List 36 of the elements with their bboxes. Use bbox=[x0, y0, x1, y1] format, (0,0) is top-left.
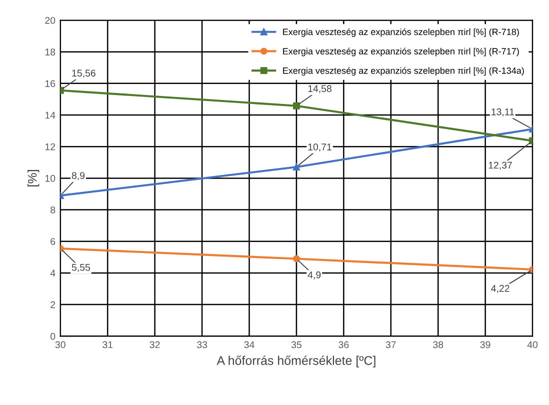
y-tick-label: 18 bbox=[45, 48, 56, 56]
data-label: 5,55 bbox=[72, 264, 90, 272]
x-tick-label: 34 bbox=[244, 341, 254, 348]
data-label: 14,58 bbox=[308, 85, 332, 94]
data-label: 4,22 bbox=[491, 284, 510, 293]
data-label: 4,9 bbox=[308, 271, 321, 280]
y-tick-label: 6 bbox=[50, 238, 56, 245]
x-tick-label: 40 bbox=[527, 341, 538, 348]
x-tick-label: 31 bbox=[102, 341, 113, 348]
legend-label: Exergia veszteség az expanziós szelepben πirl [%] (R-134a) bbox=[283, 67, 524, 76]
x-tick-label: 37 bbox=[386, 341, 396, 348]
y-tick-label: 0 bbox=[50, 332, 56, 340]
x-tick-label: 36 bbox=[338, 341, 349, 348]
legend-label: Exergia veszteség az expanziós szelepben πirl [%] (R-718) bbox=[283, 28, 519, 37]
y-tick-label: 4 bbox=[50, 270, 56, 276]
x-tick-label: 39 bbox=[480, 341, 490, 348]
y-tick-label: 10 bbox=[45, 174, 56, 182]
y-tick-label: 8 bbox=[50, 206, 56, 214]
x-tick-label: 32 bbox=[150, 341, 160, 348]
data-label: 8,9 bbox=[72, 172, 85, 180]
x-tick-label: 30 bbox=[55, 341, 66, 348]
x-axis-title: A hőforrás hőmérséklete [ºC] bbox=[216, 356, 376, 368]
x-tick-label: 35 bbox=[291, 341, 302, 348]
legend-label: Exergia veszteség az expanziós szelepben πirl [%] (R-717) bbox=[283, 48, 519, 56]
y-axis-title: [%] bbox=[28, 170, 40, 186]
y-tick-label: 16 bbox=[45, 80, 56, 88]
data-label: 12,37 bbox=[488, 162, 512, 170]
y-tick-label: 12 bbox=[45, 143, 56, 150]
y-tick-label: 14 bbox=[45, 112, 56, 119]
y-tick-label: 20 bbox=[45, 16, 56, 24]
y-tick-label: 2 bbox=[50, 301, 56, 308]
data-label: 10,71 bbox=[308, 144, 332, 152]
data-label: 13,11 bbox=[492, 108, 514, 116]
x-tick-label: 38 bbox=[433, 341, 444, 348]
x-tick-label: 33 bbox=[196, 341, 208, 348]
data-label: 15,56 bbox=[72, 70, 96, 78]
